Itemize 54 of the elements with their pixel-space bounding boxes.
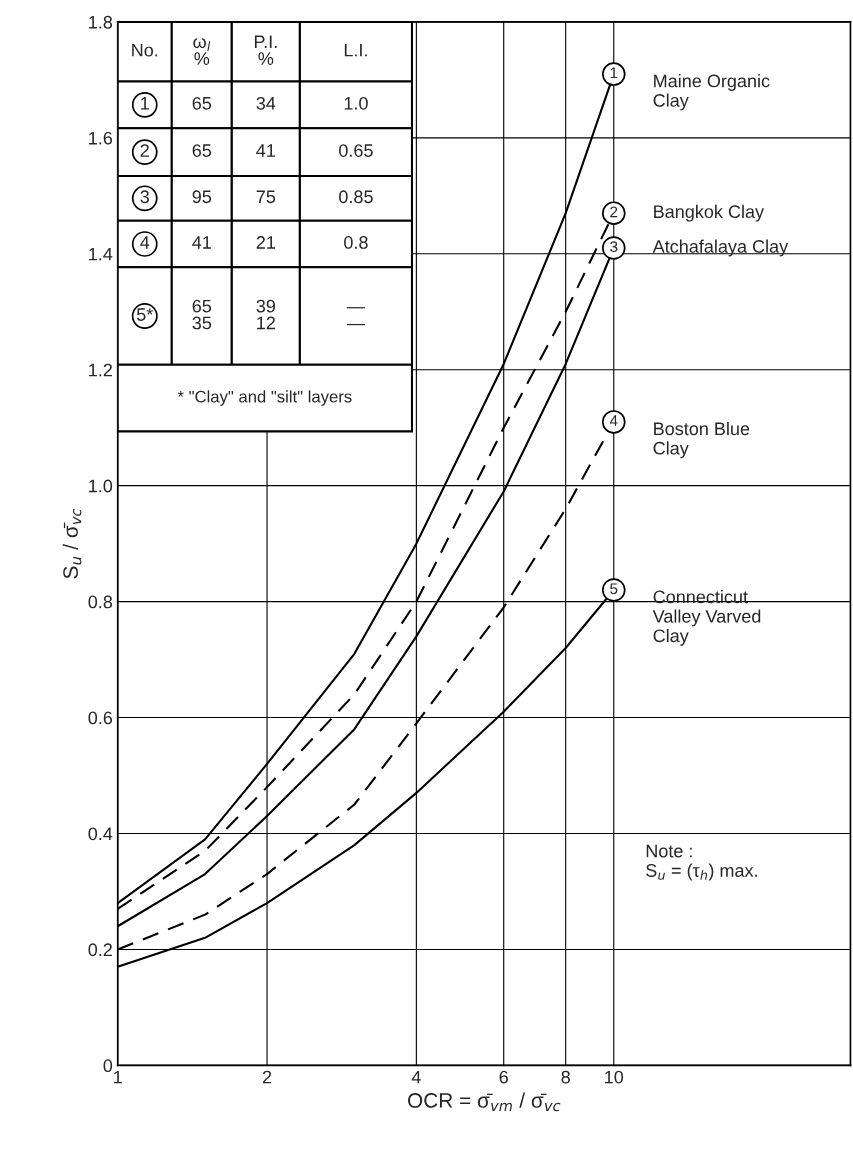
series-label: Atchafalaya Clay: [652, 239, 789, 257]
annotation: 3: [610, 241, 618, 253]
x-tick-label: 8: [561, 1070, 570, 1084]
x-tick-label: 1: [114, 1070, 122, 1084]
annotation: 21: [256, 236, 275, 249]
x-tick-label: 10: [605, 1070, 624, 1084]
annotation: 0.65: [339, 144, 373, 157]
annotation: 75: [256, 190, 276, 204]
annotation: 4: [140, 236, 150, 249]
annotation: 2: [140, 144, 149, 157]
series-label: Connecticut Valley Varved Clay: [652, 590, 761, 646]
annotation: — —: [346, 307, 365, 326]
annotation: 41: [256, 144, 275, 157]
y-tick-label: 0: [103, 1059, 113, 1073]
annotation: 1.0: [344, 96, 368, 110]
y-tick-label: 1.6: [89, 131, 113, 145]
x-tick-label: 6: [499, 1070, 508, 1084]
x-tick-label: 2: [262, 1070, 272, 1084]
series-label: Maine Organic Clay: [653, 74, 770, 111]
y-axis-title: S$_{u}$ / σ̄$_{vc}$: [62, 508, 82, 579]
x-axis-title: OCR = σ̄$_{vm}$ / σ̄$_{vc}$: [407, 1092, 561, 1112]
annotation: 65 35: [192, 299, 212, 330]
y-tick-label: 1.8: [89, 15, 113, 29]
annotation: 3: [140, 190, 149, 204]
annotation: 2: [610, 206, 618, 218]
y-tick-label: 0.4: [88, 827, 113, 841]
y-tick-label: 1.2: [89, 363, 112, 377]
annotation: 95: [192, 190, 212, 204]
y-tick-label: 1.4: [89, 247, 113, 261]
annotation: 1: [610, 67, 618, 79]
annotation: 0.8: [344, 236, 368, 249]
annotation: 41: [192, 236, 211, 249]
y-tick-label: 0.2: [88, 943, 112, 957]
x-tick-label: 4: [411, 1070, 421, 1084]
annotation: No.: [132, 43, 158, 57]
annotation: 4: [609, 415, 618, 426]
annotation: 5: [610, 583, 618, 595]
annotation: 65: [192, 96, 212, 110]
y-tick-label: 1.0: [89, 479, 113, 493]
series-label: Boston Blue Clay: [653, 421, 750, 459]
annotation: * "Clay" and "silt" layers: [177, 390, 352, 406]
annotation: Note : S$_{u}$ = (τ$_{h}$) max.: [646, 844, 757, 881]
annotation: 1: [141, 97, 149, 110]
annotation: 65: [192, 144, 212, 157]
y-tick-label: 0.8: [88, 595, 113, 609]
annotation: P.I. %: [254, 35, 277, 65]
annotation: 5*: [136, 308, 153, 321]
annotation: 34: [256, 96, 276, 110]
series-label: Bangkok Clay: [654, 204, 765, 222]
annotation: L.I.: [344, 43, 367, 57]
y-tick-label: 0.6: [88, 711, 113, 725]
annotation: 39 12: [256, 299, 276, 330]
annotation: ω$_{l}$ %: [193, 38, 211, 65]
annotation: 0.85: [339, 190, 373, 204]
